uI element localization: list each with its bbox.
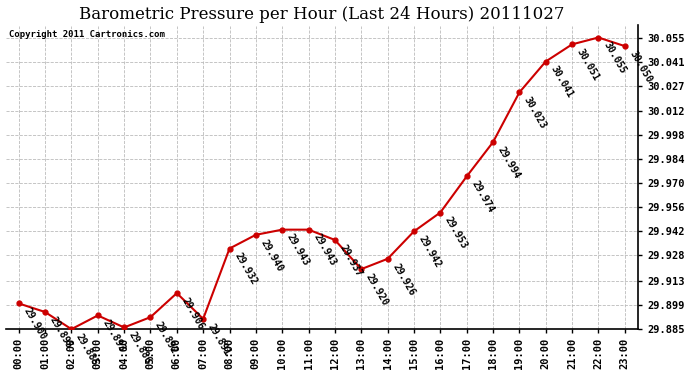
Text: 29.943: 29.943 bbox=[285, 232, 311, 268]
Text: 29.891: 29.891 bbox=[206, 322, 233, 357]
Text: 29.906: 29.906 bbox=[179, 296, 206, 332]
Text: 29.895: 29.895 bbox=[48, 315, 74, 350]
Text: 29.974: 29.974 bbox=[469, 179, 495, 215]
Text: 29.953: 29.953 bbox=[443, 215, 469, 251]
Text: 30.050: 30.050 bbox=[627, 49, 654, 84]
Text: 29.943: 29.943 bbox=[311, 232, 337, 268]
Text: 29.886: 29.886 bbox=[127, 330, 153, 366]
Text: 30.041: 30.041 bbox=[549, 64, 575, 100]
Text: 30.051: 30.051 bbox=[575, 47, 601, 82]
Text: 29.926: 29.926 bbox=[391, 262, 417, 297]
Text: 29.940: 29.940 bbox=[259, 238, 285, 273]
Text: 29.892: 29.892 bbox=[153, 320, 179, 356]
Text: 29.932: 29.932 bbox=[233, 251, 259, 287]
Text: 29.942: 29.942 bbox=[417, 234, 443, 270]
Text: 29.900: 29.900 bbox=[21, 306, 48, 342]
Text: 30.023: 30.023 bbox=[522, 95, 549, 131]
Text: 29.885: 29.885 bbox=[75, 332, 101, 368]
Text: 29.994: 29.994 bbox=[496, 145, 522, 180]
Text: 29.937: 29.937 bbox=[337, 243, 364, 278]
Text: 30.055: 30.055 bbox=[601, 40, 627, 76]
Text: 29.920: 29.920 bbox=[364, 272, 391, 308]
Text: Copyright 2011 Cartronics.com: Copyright 2011 Cartronics.com bbox=[9, 30, 165, 39]
Text: 29.893: 29.893 bbox=[101, 318, 127, 354]
Title: Barometric Pressure per Hour (Last 24 Hours) 20111027: Barometric Pressure per Hour (Last 24 Ho… bbox=[79, 6, 564, 22]
